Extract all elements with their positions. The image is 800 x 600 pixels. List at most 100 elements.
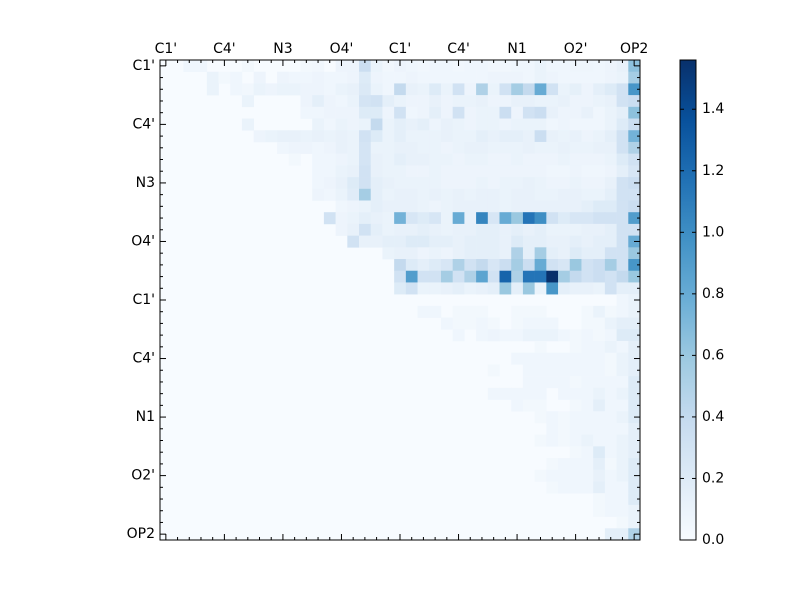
heatmap-cell bbox=[359, 141, 372, 154]
heatmap-cell bbox=[593, 458, 606, 471]
heatmap-cell bbox=[487, 118, 500, 131]
heatmap-cell bbox=[382, 188, 395, 201]
heatmap-cell bbox=[417, 235, 430, 248]
heatmap-cell bbox=[323, 95, 336, 108]
heatmap-cell bbox=[628, 434, 641, 447]
heatmap-cell bbox=[464, 317, 477, 330]
heatmap-cell bbox=[546, 177, 559, 190]
heatmap-cell bbox=[452, 60, 465, 73]
heatmap-cell bbox=[593, 340, 606, 353]
heatmap-cell bbox=[616, 516, 629, 529]
heatmap-cell bbox=[569, 60, 582, 73]
heatmap-cell bbox=[394, 118, 407, 131]
heatmap-cell bbox=[511, 95, 524, 108]
heatmap-cell bbox=[593, 282, 606, 295]
heatmap-cell bbox=[604, 446, 617, 459]
heatmap-cell bbox=[581, 329, 594, 342]
heatmap-cell bbox=[429, 200, 442, 213]
heatmap-cell bbox=[616, 399, 629, 412]
heatmap-cell bbox=[569, 376, 582, 389]
heatmap-cell bbox=[522, 188, 535, 201]
heatmap-cell bbox=[335, 165, 348, 178]
heatmap-cell bbox=[569, 95, 582, 108]
heatmap-cell bbox=[593, 118, 606, 131]
heatmap-cell bbox=[499, 83, 512, 96]
heatmap-cell bbox=[394, 83, 407, 96]
heatmap-cell bbox=[628, 270, 641, 283]
heatmap-cell bbox=[604, 411, 617, 424]
heatmap-cell bbox=[616, 493, 629, 506]
heatmap-cell bbox=[335, 71, 348, 84]
heatmap-cell bbox=[335, 212, 348, 225]
heatmap-cell bbox=[593, 411, 606, 424]
heatmap-cell bbox=[499, 259, 512, 272]
heatmap-cell bbox=[616, 270, 629, 283]
heatmap-cell bbox=[452, 259, 465, 272]
heatmap-cell bbox=[522, 200, 535, 213]
heatmap-cell bbox=[370, 95, 383, 108]
heatmap-cell bbox=[593, 235, 606, 248]
heatmap-cell bbox=[359, 153, 372, 166]
heatmap-cell bbox=[370, 212, 383, 225]
heatmap-cell bbox=[476, 60, 489, 73]
heatmap-cell bbox=[616, 153, 629, 166]
heatmap-cell bbox=[476, 118, 489, 131]
heatmap-cell bbox=[476, 212, 489, 225]
heatmap-cell bbox=[323, 71, 336, 84]
heatmap-cell bbox=[359, 212, 372, 225]
heatmap-cell bbox=[476, 83, 489, 96]
y-tick-labels: C1' C4' N3 O4' C1' C4' N1 O2' OP2 bbox=[127, 58, 155, 542]
heatmap-cell bbox=[429, 165, 442, 178]
heatmap-cell bbox=[581, 118, 594, 131]
heatmap-cell bbox=[546, 352, 559, 365]
heatmap-cell bbox=[429, 95, 442, 108]
heatmap-cell bbox=[464, 95, 477, 108]
heatmap-cell bbox=[359, 106, 372, 119]
heatmap-cell bbox=[604, 83, 617, 96]
heatmap-cell bbox=[546, 95, 559, 108]
heatmap-cell bbox=[616, 387, 629, 400]
heatmap-cell bbox=[522, 95, 535, 108]
heatmap-cell bbox=[511, 282, 524, 295]
heatmap-cell bbox=[628, 364, 641, 377]
heatmap-cell bbox=[347, 177, 360, 190]
heatmap-cell bbox=[288, 141, 301, 154]
colorbar-tick-label: 0.8 bbox=[702, 286, 724, 302]
heatmap-cell bbox=[464, 282, 477, 295]
heatmap-cell bbox=[534, 141, 547, 154]
heatmap-cell bbox=[581, 141, 594, 154]
heatmap-cell bbox=[604, 340, 617, 353]
heatmap-cell bbox=[511, 235, 524, 248]
heatmap-cell bbox=[394, 95, 407, 108]
y-tick-label: O4' bbox=[131, 233, 155, 249]
heatmap-cell bbox=[581, 188, 594, 201]
heatmap-cell bbox=[335, 130, 348, 143]
heatmap-cell bbox=[616, 376, 629, 389]
heatmap-cell bbox=[546, 411, 559, 424]
colorbar-ticks: 0.0 0.2 0.4 0.6 0.8 1.0 1.2 1.4 bbox=[680, 101, 724, 548]
heatmap-cell bbox=[323, 153, 336, 166]
heatmap-cell bbox=[464, 235, 477, 248]
heatmap-cell bbox=[300, 141, 313, 154]
heatmap-cell bbox=[522, 118, 535, 131]
heatmap-cell bbox=[382, 235, 395, 248]
heatmap-cell bbox=[464, 165, 477, 178]
heatmap-cell bbox=[604, 528, 617, 541]
heatmap-cell bbox=[394, 247, 407, 260]
heatmap-cell bbox=[616, 60, 629, 73]
heatmap-cell bbox=[593, 60, 606, 73]
heatmap-cell bbox=[417, 71, 430, 84]
heatmap-cell bbox=[452, 247, 465, 260]
heatmap-cell bbox=[569, 177, 582, 190]
heatmap-cell bbox=[253, 130, 266, 143]
heatmap-cell bbox=[616, 469, 629, 482]
heatmap-cell bbox=[405, 118, 418, 131]
heatmap-cell bbox=[511, 188, 524, 201]
heatmap-cell bbox=[429, 212, 442, 225]
heatmap-cell bbox=[616, 282, 629, 295]
heatmap-cell bbox=[558, 411, 571, 424]
heatmap-cell bbox=[347, 141, 360, 154]
heatmap-cell bbox=[230, 83, 243, 96]
heatmap-cell bbox=[394, 235, 407, 248]
heatmap-cell bbox=[628, 259, 641, 272]
